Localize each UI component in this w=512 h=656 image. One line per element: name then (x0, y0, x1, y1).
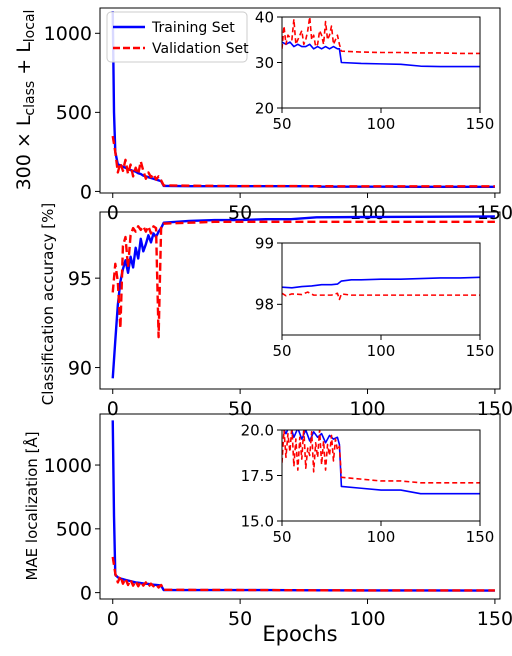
inset-background (282, 17, 480, 108)
y-tick-label: 99 (255, 234, 274, 252)
inset-background (282, 430, 480, 521)
x-tick-label: 50 (228, 202, 252, 224)
x-tick-label: 50 (272, 528, 291, 546)
x-tick-label: 150 (466, 528, 495, 546)
series-group (282, 430, 480, 495)
axes-frame (99, 413, 501, 600)
inset-2: 50 100 150 98 99 (255, 234, 494, 360)
validation-series-line (282, 291, 480, 301)
panel-1: 0 50 100 150 0 500 1000 (44, 7, 512, 224)
x-tick-label: 0 (107, 398, 119, 420)
legend-entry-label: Validation Set (152, 41, 249, 57)
inset-background (282, 243, 480, 335)
y-tick-label: 0 (80, 181, 92, 203)
y-tick-label: 20 (255, 99, 274, 117)
series-group (111, 215, 495, 379)
validation-series-line (111, 135, 495, 188)
y-tick-label: 17.5 (241, 467, 274, 485)
y-tick-label: 1000 (44, 455, 92, 477)
legend: Training Set Validation Set (106, 11, 249, 63)
x-tick-label: 150 (477, 398, 512, 420)
y-tick-label: 1000 (44, 23, 92, 45)
x-tick-label: 0 (107, 202, 119, 224)
y-tick-label: 15.0 (241, 512, 274, 530)
series-group (282, 17, 480, 68)
x-tick-label: 0 (107, 608, 119, 630)
y-axis-label-bottom: MAE localization [Å] (22, 431, 41, 580)
y-axis-label-middle: Classification accuracy [%] (39, 203, 57, 405)
validation-series-line (282, 17, 480, 55)
x-tick-label: 50 (272, 115, 291, 133)
series-group (111, 11, 495, 189)
y-tick-label: 40 (255, 8, 274, 26)
inset-3: 50 100 150 15.0 17.5 20.0 (241, 421, 495, 546)
y-axis-label-top: 300 × Lclass + Llocal (13, 10, 38, 191)
legend-entry-label: Training Set (151, 20, 235, 36)
x-tick-label: 150 (466, 115, 495, 133)
x-axis-label: Epochs (262, 622, 337, 646)
y-label-subscript: local (22, 10, 38, 43)
x-tick-label: 50 (228, 608, 252, 630)
series-group (282, 276, 480, 301)
y-tick-label: 90 (68, 357, 92, 379)
inset-1: 50 100 150 20 30 40 (255, 8, 494, 133)
x-tick-label: 100 (367, 528, 396, 546)
y-tick-label: 20.0 (241, 421, 274, 439)
x-tick-label: 100 (367, 342, 396, 360)
validation-series-line (282, 430, 480, 484)
y-label-text: + L (13, 42, 35, 81)
x-tick-label: 150 (477, 202, 512, 224)
x-tick-label: 150 (477, 608, 512, 630)
training-series-line (111, 11, 495, 189)
y-tick-label: 95 (68, 268, 92, 290)
y-tick-label: 30 (255, 54, 274, 72)
y-tick-label: 500 (56, 102, 92, 124)
y-tick-label: 98 (255, 296, 274, 314)
x-tick-label: 150 (466, 342, 495, 360)
training-series-line (111, 215, 495, 379)
x-tick-label: 100 (349, 608, 385, 630)
y-tick-label: 500 (56, 519, 92, 541)
panel-3: 0 50 100 150 0 500 1000 (44, 413, 512, 630)
validation-series-line (111, 220, 495, 339)
validation-series-line (111, 556, 495, 592)
x-tick-label: 100 (349, 398, 385, 420)
axes-frame (99, 7, 501, 194)
training-series-line (282, 276, 480, 289)
x-tick-label: 100 (367, 115, 396, 133)
x-tick-label: 50 (228, 398, 252, 420)
training-series-line (282, 41, 480, 68)
legend-box (106, 11, 248, 63)
training-series-line (283, 430, 480, 495)
x-tick-label: 50 (272, 342, 291, 360)
series-group (111, 420, 495, 592)
y-label-subscript: class (22, 81, 38, 116)
y-tick-label: 0 (80, 582, 92, 604)
x-tick-label: 100 (349, 202, 385, 224)
y-label-text: 300 × L (13, 115, 35, 190)
axes-frame (99, 211, 501, 390)
